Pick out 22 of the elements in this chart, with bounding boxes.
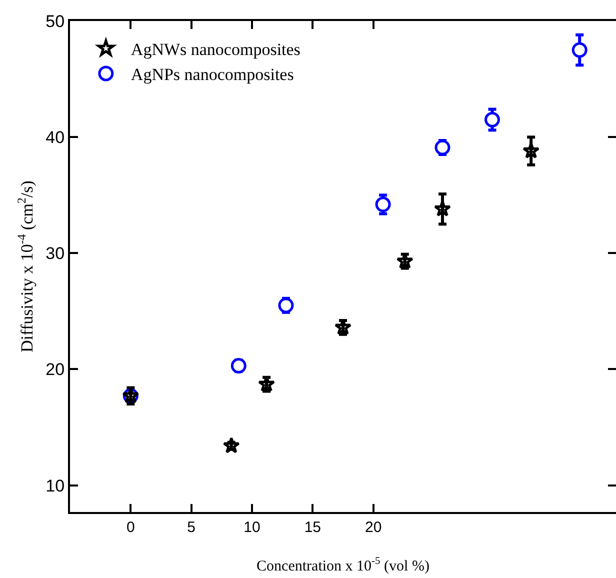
y-tick-label: 30 [46,244,65,264]
y-tick-label: 10 [46,476,65,496]
point [375,196,391,212]
x-tick-label: 5 [187,519,196,536]
x-tick-label: 0 [126,519,135,536]
point [434,200,452,217]
legend-label: AgNPs nanocomposites [130,65,294,84]
legend-label: AgNWs nanocomposites [130,40,300,59]
x-tick-label: 20 [364,519,382,536]
point [434,140,450,156]
point [222,436,240,454]
x-axis-title: Concentration x 10$^{-5}$ (vol %) [256,556,430,574]
point [572,42,588,58]
y-tick-label: 50 [46,12,65,31]
x-tick-label: 10 [244,519,260,536]
point [484,112,500,128]
point [230,358,246,374]
point [278,298,294,314]
y-tick-label: 20 [46,360,65,380]
point [522,142,540,158]
y-tick-label: 40 [46,128,65,148]
x-tick-label: 15 [304,519,322,536]
